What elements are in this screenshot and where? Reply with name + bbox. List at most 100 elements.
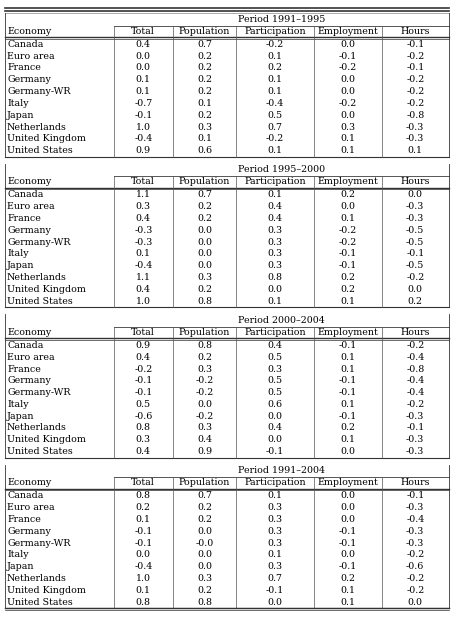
Text: 0.0: 0.0 [340, 202, 355, 211]
Text: United Kingdom: United Kingdom [7, 285, 86, 294]
Text: -0.1: -0.1 [134, 538, 153, 548]
Text: -0.3: -0.3 [406, 447, 424, 456]
Text: Canada: Canada [7, 491, 44, 500]
Text: Participation: Participation [244, 177, 306, 187]
Text: 0.0: 0.0 [197, 527, 212, 536]
Text: 0.2: 0.2 [197, 87, 212, 96]
Text: -0.2: -0.2 [338, 238, 357, 247]
Text: -0.2: -0.2 [338, 99, 357, 108]
Text: -0.3: -0.3 [406, 412, 424, 421]
Text: 0.5: 0.5 [267, 388, 282, 397]
Text: Period 1995–2000: Period 1995–2000 [238, 165, 325, 174]
Text: Employment: Employment [317, 478, 378, 487]
Text: 0.0: 0.0 [197, 562, 212, 571]
Text: 0.3: 0.3 [267, 364, 282, 374]
Text: 0.1: 0.1 [136, 249, 151, 259]
Text: 0.6: 0.6 [197, 146, 212, 155]
Text: -0.1: -0.1 [338, 52, 357, 61]
Text: -0.8: -0.8 [406, 111, 424, 120]
Text: Canada: Canada [7, 40, 44, 49]
Text: 0.0: 0.0 [340, 491, 355, 500]
Text: 1.0: 1.0 [136, 123, 151, 131]
Text: 0.3: 0.3 [267, 249, 282, 259]
Text: 0.7: 0.7 [267, 574, 282, 583]
Text: 0.1: 0.1 [340, 146, 355, 155]
Text: 0.3: 0.3 [267, 527, 282, 536]
Text: United Kingdom: United Kingdom [7, 586, 86, 595]
Text: -0.4: -0.4 [134, 261, 153, 270]
Text: Netherlands: Netherlands [7, 123, 67, 131]
Text: -0.8: -0.8 [406, 364, 424, 374]
Text: 0.0: 0.0 [136, 63, 151, 73]
Text: -0.5: -0.5 [406, 238, 424, 247]
Text: 1.1: 1.1 [136, 273, 151, 282]
Text: Participation: Participation [244, 328, 306, 337]
Text: 0.1: 0.1 [136, 87, 151, 96]
Text: 0.4: 0.4 [136, 285, 151, 294]
Text: -0.2: -0.2 [406, 586, 424, 595]
Text: Total: Total [131, 328, 155, 337]
Text: -0.0: -0.0 [196, 538, 214, 548]
Text: 0.1: 0.1 [267, 190, 282, 200]
Text: 0.0: 0.0 [340, 111, 355, 120]
Text: Canada: Canada [7, 341, 44, 350]
Text: Germany: Germany [7, 376, 51, 385]
Text: Netherlands: Netherlands [7, 273, 67, 282]
Text: 0.2: 0.2 [340, 285, 355, 294]
Text: 0.3: 0.3 [197, 364, 212, 374]
Text: 0.4: 0.4 [267, 214, 282, 223]
Text: -0.2: -0.2 [406, 550, 424, 560]
Text: -0.1: -0.1 [338, 249, 357, 259]
Text: -0.3: -0.3 [406, 214, 424, 223]
Text: -0.7: -0.7 [134, 99, 153, 108]
Text: 0.1: 0.1 [136, 75, 151, 85]
Text: 0.3: 0.3 [267, 562, 282, 571]
Text: 0.1: 0.1 [136, 586, 151, 595]
Text: 1.0: 1.0 [136, 574, 151, 583]
Text: 0.0: 0.0 [197, 226, 212, 235]
Text: 0.1: 0.1 [267, 87, 282, 96]
Text: 0.3: 0.3 [197, 273, 212, 282]
Text: 0.2: 0.2 [408, 297, 423, 305]
Text: Period 2000–2004: Period 2000–2004 [238, 316, 325, 325]
Text: Population: Population [179, 328, 230, 337]
Text: -0.1: -0.1 [406, 63, 424, 73]
Text: France: France [7, 515, 41, 524]
Text: 0.7: 0.7 [197, 40, 212, 49]
Text: United Kingdom: United Kingdom [7, 435, 86, 444]
Text: 0.0: 0.0 [136, 52, 151, 61]
Text: -0.2: -0.2 [196, 412, 214, 421]
Text: 0.4: 0.4 [267, 202, 282, 211]
Text: Italy: Italy [7, 400, 29, 409]
Text: 0.4: 0.4 [267, 341, 282, 350]
Text: 0.7: 0.7 [197, 491, 212, 500]
Text: -0.2: -0.2 [338, 63, 357, 73]
Text: 0.2: 0.2 [136, 503, 151, 512]
Text: -0.4: -0.4 [134, 135, 153, 143]
Text: Employment: Employment [317, 27, 378, 36]
Text: 0.1: 0.1 [267, 491, 282, 500]
Text: 0.8: 0.8 [136, 491, 151, 500]
Text: -0.4: -0.4 [134, 562, 153, 571]
Text: 0.2: 0.2 [340, 424, 355, 433]
Text: Japan: Japan [7, 111, 35, 120]
Text: 0.3: 0.3 [267, 238, 282, 247]
Text: -0.3: -0.3 [406, 435, 424, 444]
Text: -0.5: -0.5 [406, 226, 424, 235]
Text: -0.3: -0.3 [406, 538, 424, 548]
Text: United States: United States [7, 297, 73, 305]
Text: 0.3: 0.3 [267, 503, 282, 512]
Text: 0.8: 0.8 [197, 598, 212, 607]
Text: 0.2: 0.2 [197, 515, 212, 524]
Text: Canada: Canada [7, 190, 44, 200]
Text: 0.4: 0.4 [197, 435, 212, 444]
Text: 0.4: 0.4 [136, 352, 151, 362]
Text: 0.2: 0.2 [197, 586, 212, 595]
Text: -0.3: -0.3 [406, 527, 424, 536]
Text: Population: Population [179, 27, 230, 36]
Text: Economy: Economy [7, 177, 51, 187]
Text: 0.2: 0.2 [197, 285, 212, 294]
Text: -0.4: -0.4 [266, 99, 284, 108]
Text: 0.1: 0.1 [340, 297, 355, 305]
Text: 0.1: 0.1 [340, 400, 355, 409]
